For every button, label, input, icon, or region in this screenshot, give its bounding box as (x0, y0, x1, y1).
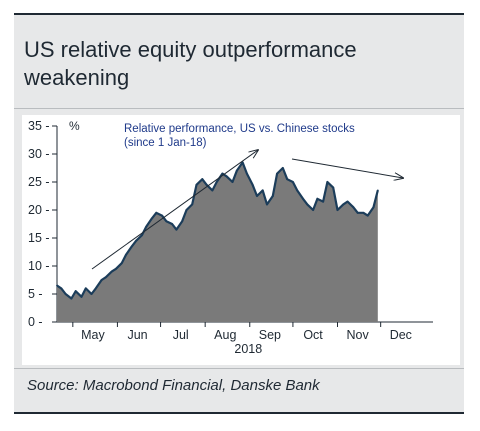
series-point (256, 195, 258, 197)
y-tick-label: 15 - (28, 231, 50, 245)
chart-title: US relative equity outperformance weaken… (24, 37, 357, 90)
x-tick-label: May (81, 328, 105, 342)
series-point (372, 206, 375, 209)
series-point (292, 181, 294, 183)
y-tick-label: 30 - (28, 147, 50, 161)
x-tick-label: Oct (303, 328, 323, 342)
annotation-line-1: Relative performance, US vs. Chinese sto… (124, 123, 355, 135)
x-tick-label: Aug (214, 328, 236, 342)
series-point (322, 200, 324, 203)
series-point (326, 181, 329, 183)
series-point (316, 197, 319, 200)
annotation-line-2: (since 1 Jan-18) (124, 137, 207, 149)
series-point (261, 189, 264, 192)
source-divider (14, 368, 464, 369)
series-point (346, 200, 349, 203)
series-point (221, 172, 224, 175)
y-tick-label: 5 - (28, 287, 43, 301)
series-point (64, 293, 67, 295)
series-point (141, 234, 143, 237)
series-point (286, 178, 289, 181)
series-point (342, 203, 345, 206)
x-tick-label: Nov (347, 328, 370, 342)
y-tick-label: 0 - (28, 315, 43, 329)
series-point (281, 167, 284, 169)
chart-annotation: Relative performance, US vs. Chinese sto… (124, 123, 358, 149)
series-point (115, 267, 117, 270)
bottom-rule (14, 412, 464, 414)
x-tick-label: Jun (127, 328, 147, 342)
series-point (161, 214, 163, 217)
series-point (155, 211, 158, 214)
series-point (171, 223, 174, 225)
series-point (165, 220, 168, 223)
series-point (306, 203, 309, 206)
y-tick-label: 35 - (28, 119, 50, 133)
x-axis-year-label: 2018 (234, 342, 262, 356)
series-point (251, 183, 254, 186)
series-point (74, 290, 77, 293)
series-point (356, 211, 359, 214)
series-point (70, 297, 73, 300)
x-tick-label: Dec (390, 328, 412, 342)
series-point (145, 225, 148, 228)
series-point (231, 181, 234, 183)
series-point (266, 203, 268, 206)
series-point (215, 181, 218, 183)
series-point (94, 287, 97, 290)
top-rule (14, 13, 464, 15)
series-point (191, 203, 194, 206)
series-point (110, 270, 113, 273)
series-point (181, 220, 184, 223)
series-point (332, 186, 335, 189)
series-point (235, 169, 238, 172)
x-tick-label: Sep (259, 328, 281, 342)
y-tick-label: 20 - (28, 203, 50, 217)
trend-arrow-up (91, 150, 258, 270)
series-point (195, 183, 198, 186)
series-point (336, 209, 339, 211)
series-point (120, 262, 123, 265)
series-area (57, 162, 378, 322)
series-point (201, 178, 204, 181)
series-point (151, 217, 153, 220)
series-point (100, 279, 103, 281)
series-point (80, 295, 83, 298)
series-point (296, 189, 299, 192)
series-point (90, 293, 93, 295)
y-tick-label: 10 - (28, 259, 50, 273)
series-point (366, 214, 369, 217)
series-point (175, 228, 178, 231)
series-point (105, 276, 107, 279)
series-point (225, 175, 228, 178)
series-point (376, 189, 379, 192)
title-divider (14, 108, 464, 109)
series-point (60, 287, 63, 290)
series-point (205, 183, 208, 186)
series-point (362, 211, 365, 214)
series-point (302, 197, 304, 200)
y-unit-label: % (69, 119, 80, 133)
series-point (84, 287, 87, 290)
series-point (246, 172, 248, 175)
trend-arrow-down (291, 158, 403, 178)
x-tick-label: Jul (173, 328, 189, 342)
series-point (130, 245, 133, 248)
series-point (185, 209, 188, 211)
series-point (135, 239, 138, 242)
series-point (271, 195, 274, 197)
series-point (125, 253, 127, 256)
series-point (312, 209, 314, 211)
series-point (211, 189, 214, 192)
series-point (352, 206, 355, 209)
source-note: Source: Macrobond Financial, Danske Bank (27, 377, 320, 394)
series-point (56, 284, 58, 287)
y-tick-label: 25 - (28, 175, 50, 189)
series-point (276, 172, 278, 175)
